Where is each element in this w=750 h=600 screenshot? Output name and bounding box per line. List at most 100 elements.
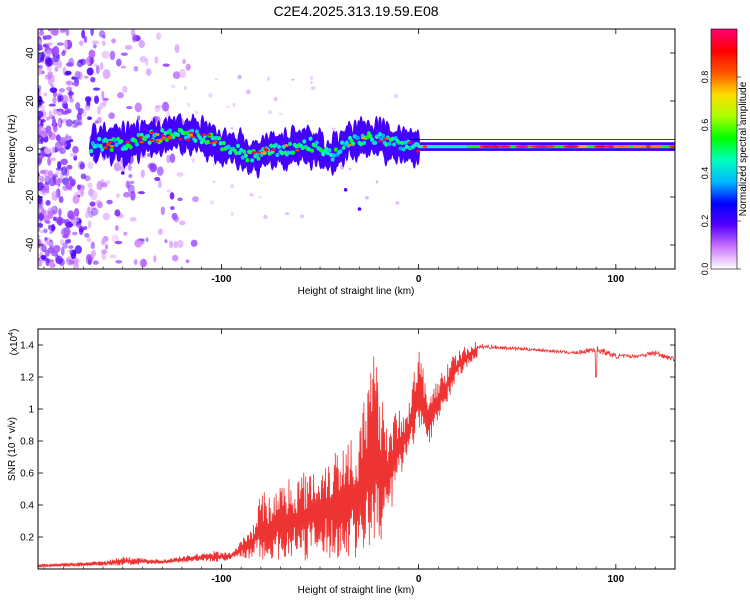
spectrogram-panel: -100 0 100 -40 -20 0 20 40 Height of straight l… bbox=[7, 28, 676, 297]
ridge-core bbox=[384, 142, 389, 147]
spectral-blob bbox=[278, 112, 283, 115]
spectral-blob bbox=[166, 189, 172, 193]
ridge-core bbox=[273, 142, 278, 148]
spectral-blob bbox=[134, 102, 142, 113]
spectral-blob bbox=[214, 78, 219, 81]
spectral-blob bbox=[39, 230, 46, 234]
spectral-blob bbox=[133, 65, 139, 72]
spectral-blob bbox=[263, 214, 268, 220]
ridge-core bbox=[243, 153, 248, 158]
spectral-blob bbox=[109, 50, 116, 61]
spectral-blob bbox=[47, 210, 54, 220]
spectral-blob bbox=[45, 185, 50, 194]
spectral-blob bbox=[40, 151, 44, 160]
ridge-core bbox=[280, 151, 285, 156]
ridge-core bbox=[168, 128, 173, 133]
spectral-blob bbox=[76, 122, 83, 127]
spectral-blob bbox=[38, 95, 43, 105]
spectral-blob bbox=[268, 110, 272, 115]
spectral-blob bbox=[43, 92, 48, 97]
spectral-blob bbox=[83, 226, 88, 231]
ridge-core bbox=[359, 142, 364, 147]
spectral-blob bbox=[78, 40, 84, 46]
ridge-peak bbox=[575, 145, 588, 148]
spectral-blob bbox=[80, 173, 87, 180]
spectral-blob bbox=[124, 44, 133, 50]
ridge-peak bbox=[155, 133, 160, 136]
spectral-blob bbox=[51, 146, 55, 154]
spectral-blob bbox=[94, 120, 99, 124]
snr-multiplier-exp: 4 bbox=[8, 332, 15, 336]
ridge-core bbox=[114, 142, 119, 148]
ridge-core bbox=[390, 136, 395, 141]
ridge-peak bbox=[125, 140, 131, 144]
spectral-blob bbox=[140, 169, 145, 179]
ridge-core bbox=[226, 144, 231, 149]
spectral-blob bbox=[38, 225, 41, 233]
spectral-blob bbox=[62, 235, 69, 239]
spectral-blob bbox=[49, 87, 58, 93]
colorbar-ticks: 0.0 0.2 0.4 0.6 0.8 bbox=[700, 71, 741, 275]
spectral-blob bbox=[395, 200, 400, 205]
spectral-blob bbox=[114, 240, 123, 245]
y-tick-label: 0.4 bbox=[20, 501, 34, 512]
spectral-blob bbox=[71, 76, 76, 80]
spectral-blob bbox=[105, 244, 109, 250]
ridge-core bbox=[193, 138, 198, 143]
ridge-core bbox=[250, 158, 255, 163]
snr-panel: -100 0 100 0.2 0.4 0.6 0.8 1 1.2 1.4 Height of st… bbox=[7, 328, 676, 596]
spectral-blob bbox=[38, 259, 43, 267]
spectral-blob bbox=[58, 208, 62, 217]
spectral-blob bbox=[156, 166, 164, 176]
spectral-blob bbox=[348, 167, 352, 171]
spectral-blob bbox=[48, 177, 57, 187]
colorbar-label: Normalized spectral amplitude bbox=[738, 81, 749, 216]
spectral-blob bbox=[182, 58, 186, 65]
ridge-peak bbox=[498, 145, 511, 148]
spectral-blob bbox=[160, 206, 165, 216]
spectral-blob bbox=[102, 69, 111, 79]
ridge-core bbox=[198, 135, 203, 141]
ridge-peak bbox=[295, 148, 300, 152]
spectral-blob bbox=[85, 210, 89, 219]
spectral-blob bbox=[86, 116, 93, 121]
spectral-blob bbox=[127, 184, 135, 194]
spectral-blob bbox=[212, 180, 216, 183]
spectral-blob bbox=[71, 231, 78, 236]
ridge-core bbox=[183, 135, 188, 140]
ridge-core bbox=[176, 132, 181, 137]
spectral-blob bbox=[87, 161, 94, 170]
spectral-blob bbox=[43, 169, 49, 178]
y-tick-label: 0.8 bbox=[20, 437, 34, 448]
spectral-blob bbox=[190, 239, 198, 247]
ridge-peak bbox=[149, 131, 155, 134]
ridge-core bbox=[217, 136, 222, 141]
spectral-blob bbox=[145, 68, 152, 76]
spectral-blob bbox=[73, 191, 79, 196]
ridge-core bbox=[332, 153, 337, 158]
ridge-core bbox=[89, 148, 94, 154]
spectral-blob bbox=[58, 196, 64, 204]
spectral-blob bbox=[86, 254, 93, 258]
spectral-blob bbox=[55, 171, 60, 175]
spectral-blob bbox=[84, 104, 91, 111]
spectral-blob bbox=[49, 157, 57, 161]
spectral-blob bbox=[44, 55, 51, 65]
ridge-peak bbox=[107, 140, 113, 144]
spectral-blob bbox=[89, 57, 95, 65]
spectral-blob bbox=[257, 196, 262, 199]
ridge-peak bbox=[348, 143, 353, 146]
spectral-blob bbox=[38, 67, 43, 76]
spectral-blob bbox=[58, 88, 65, 93]
spectral-blob bbox=[68, 57, 75, 67]
spectral-dot bbox=[357, 207, 362, 211]
spectral-blob bbox=[106, 180, 111, 184]
spectral-blob bbox=[40, 206, 45, 215]
spectral-blob bbox=[173, 215, 180, 223]
spectral-blob bbox=[82, 109, 87, 117]
spectral-blob bbox=[73, 208, 80, 217]
spectral-blob bbox=[63, 103, 69, 110]
spectral-blob bbox=[89, 201, 96, 207]
spectral-blob bbox=[61, 110, 69, 115]
ridge-core bbox=[400, 140, 405, 146]
